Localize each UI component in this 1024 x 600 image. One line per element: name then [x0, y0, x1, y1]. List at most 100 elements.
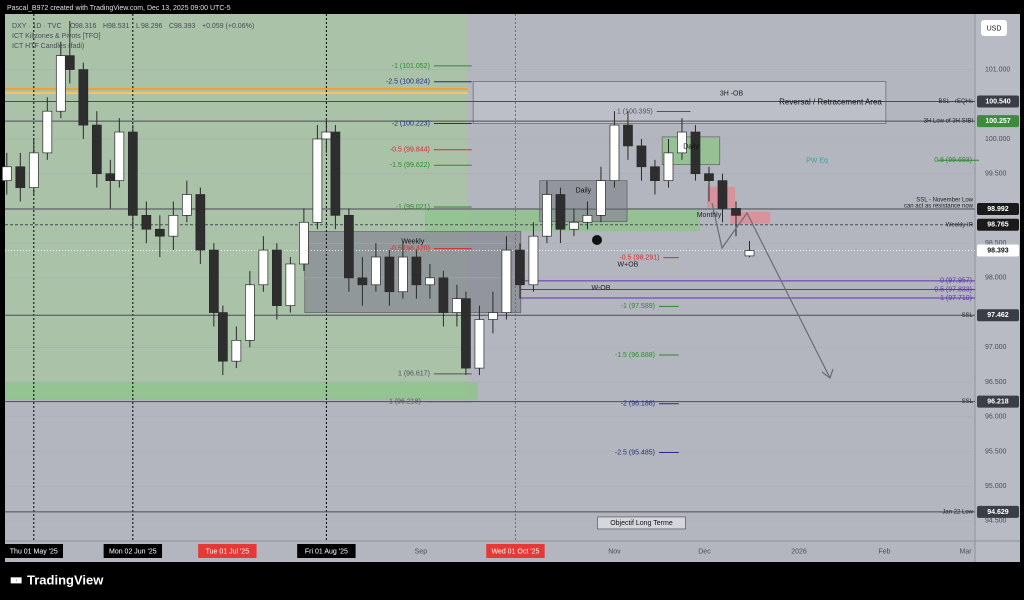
annotation: W+OB	[618, 261, 639, 268]
y-tick-label: 98.500	[985, 240, 1007, 247]
candle-body	[650, 166, 660, 181]
ohlc-key: L	[136, 23, 140, 30]
fib-label: -2.5 (95.485)	[615, 449, 655, 456]
currency-button[interactable]	[981, 20, 1007, 36]
price-badge-label: 100.540	[985, 98, 1010, 105]
ohlc-key: C	[169, 23, 174, 30]
candle-body	[555, 194, 566, 230]
indicator-name: ICT Killzones & Pivots [TFO]	[12, 33, 101, 40]
candle-body	[452, 298, 462, 313]
candle-body	[127, 131, 138, 216]
level-name: SSL	[962, 313, 974, 319]
credit: Pascal_B972 created with TradingView.com…	[7, 5, 231, 12]
currency-label[interactable]: USD	[987, 25, 1002, 32]
candle-body	[569, 221, 579, 230]
annotation: Monthly	[697, 212, 722, 219]
fib-label: -1.5 (96.888)	[615, 352, 655, 359]
candle-body	[245, 284, 255, 341]
fib-label: 0 (97.957)	[940, 278, 972, 285]
candle-body	[218, 312, 228, 362]
ohlc-key: H	[103, 23, 108, 30]
price-badge-label: 97.462	[987, 312, 1009, 319]
lines	[5, 65, 979, 513]
candle-body	[55, 55, 66, 112]
x-tick-label: Fri 01 Aug '25	[305, 548, 348, 555]
ohlc-value: 98.316	[75, 23, 97, 30]
candle-body	[425, 277, 435, 286]
candle-body	[285, 263, 296, 306]
zone-label: Reversal / Retracement Area	[779, 98, 882, 107]
price-badge	[977, 395, 1019, 408]
candle-body	[299, 221, 309, 265]
fib-label: 0.5 (99.693)	[934, 157, 972, 164]
candle-body	[623, 124, 633, 147]
candle-body	[15, 166, 26, 188]
candle-body	[312, 138, 323, 223]
candle-body	[330, 131, 341, 216]
zone-label: Weekly	[401, 238, 424, 245]
level-name: BSL - rEQHs	[939, 99, 973, 105]
candle-body	[690, 131, 701, 175]
candle-body	[528, 235, 539, 286]
candle-body	[501, 249, 512, 313]
y-tick-label: 98.000	[985, 275, 1007, 282]
annotation-box	[597, 516, 686, 530]
axis: 94.500 95.000 95.500 96.000 96.500 97.000 98.0…	[4, 66, 1019, 558]
x-tick-label: 2026	[791, 548, 807, 555]
y-tick-label: 96.000	[985, 414, 1007, 421]
time-label-bg	[486, 544, 545, 558]
zone-label: Daily	[576, 187, 592, 194]
price-badge	[977, 202, 1019, 215]
fib-label: -1 (101.052)	[392, 63, 430, 70]
candle-body	[677, 131, 687, 154]
level-name: Jan 22 Low	[942, 509, 973, 515]
y-tick-label: 101.000	[985, 66, 1010, 73]
candle-body	[209, 249, 219, 313]
change: +0.059 (+0.06%)	[202, 23, 254, 30]
candle-body	[258, 249, 269, 286]
y-tick-label: 97.000	[985, 344, 1007, 351]
candle-body	[64, 55, 75, 70]
time-label-bg	[198, 544, 257, 558]
level-name: SSL	[962, 399, 974, 405]
y-tick-label: 99.500	[985, 171, 1007, 178]
annotation: PW Eq	[806, 157, 828, 164]
zone	[5, 381, 479, 401]
candle-body	[438, 277, 449, 313]
fib-label: -1 (99.021)	[396, 204, 430, 211]
price-badge	[977, 218, 1019, 231]
candle-body	[461, 298, 471, 369]
arrow-head	[821, 368, 834, 379]
candles	[1, 20, 755, 376]
time-label-bg	[103, 544, 163, 558]
price-badge	[977, 95, 1019, 108]
price-badge	[977, 115, 1019, 128]
y-tick-label: 95.500	[985, 448, 1007, 455]
annotation: W-OB	[591, 285, 610, 292]
candle-body	[272, 249, 282, 306]
time-label-bg	[4, 544, 64, 558]
candle-body	[1, 166, 12, 181]
candle-body	[28, 152, 39, 188]
ohlc-value: 98.531	[108, 23, 130, 30]
candle-body	[596, 180, 606, 216]
price-badge-label: 94.629	[987, 509, 1009, 516]
fib-label: -1.5 (99.622)	[390, 162, 430, 169]
x-tick-label: Feb	[878, 548, 890, 555]
x-tick-label: Wed 01 Oct '25	[491, 548, 539, 555]
fib-label: 1 (100.395)	[617, 108, 653, 115]
annotation: Objectif Long Terme	[610, 520, 673, 527]
candle-body	[195, 194, 206, 251]
x-tick-label: Nov	[608, 548, 621, 555]
zone	[730, 211, 771, 224]
price-badge-label: 100.257	[985, 118, 1010, 125]
candle-body	[411, 256, 422, 286]
candle-body	[114, 131, 125, 181]
logo-mark: 🀰	[10, 575, 22, 585]
fib-label: 0.5 (97.833)	[934, 286, 972, 293]
candle-body	[717, 180, 728, 209]
x-tick-label: Dec	[698, 548, 711, 555]
candle-body	[344, 215, 354, 279]
time-label-bg	[297, 544, 356, 558]
projection-arrow	[711, 202, 831, 379]
